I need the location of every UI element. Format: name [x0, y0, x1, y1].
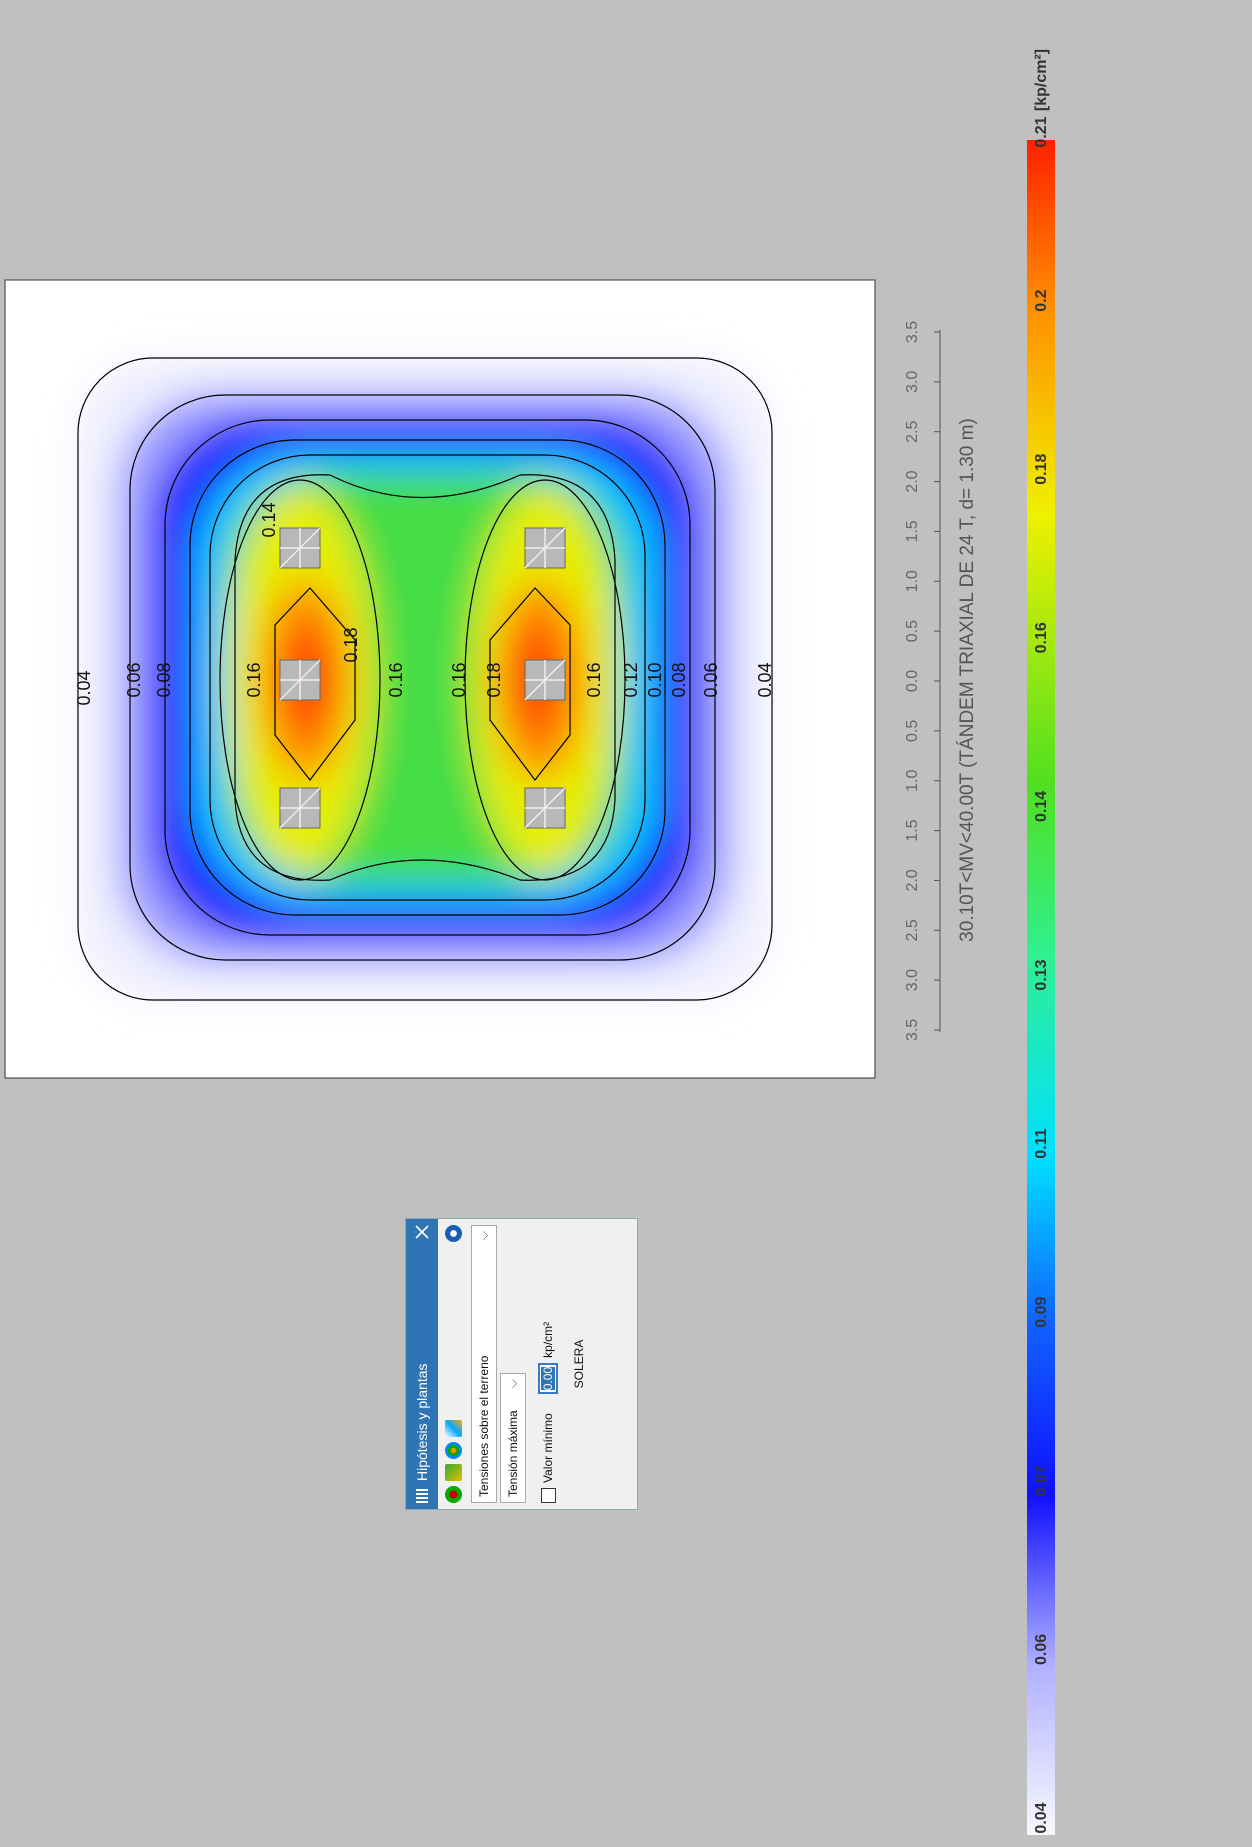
column-grid — [524, 659, 566, 701]
colorbar-label: 0.18 — [1033, 454, 1050, 485]
colorbar-label: 0.2 — [1033, 289, 1050, 311]
contour — [77, 357, 773, 1001]
scale-tick-label: 3.5 — [904, 1019, 921, 1041]
columns — [279, 527, 566, 829]
close-button[interactable] — [415, 1225, 429, 1239]
contour-label: 0.16 — [386, 662, 406, 697]
app-icon — [416, 1489, 428, 1503]
contour — [464, 479, 626, 881]
scale-tick-label: 1.5 — [904, 819, 921, 841]
scale-tick-label: 2.5 — [904, 919, 921, 941]
result-select[interactable]: Tensiones sobre el terreno ⌵ — [471, 1225, 497, 1503]
scale-tick-label: 3.0 — [904, 969, 921, 991]
scale-tick-label: 2.0 — [904, 869, 921, 891]
scale-tick-label: 1.5 — [904, 520, 921, 542]
scale-tick-label: 2.0 — [904, 470, 921, 492]
colorbar-label: 0.04 — [1033, 1802, 1050, 1833]
dialog-titlebar: Hipótesis y plantas — [406, 1219, 438, 1509]
scale-tick-label: 3.0 — [904, 371, 921, 393]
scale-tick-label: 3.5 — [904, 321, 921, 343]
colorbar-label: 0.07 — [1033, 1465, 1050, 1496]
scale-tick-label: 2.5 — [904, 420, 921, 442]
contour-label: 0.18 — [341, 627, 361, 662]
contour-label: 0.16 — [244, 662, 264, 697]
contour-lines — [77, 357, 773, 1001]
min-value-label: Valor mínimo — [541, 1413, 555, 1483]
contour-label: 0.08 — [154, 662, 174, 697]
scale-tick-label: 0.5 — [904, 620, 921, 642]
colorbar-label: 0.06 — [1033, 1634, 1050, 1665]
contour-label: 0.18 — [484, 662, 504, 697]
contour-label: 0.12 — [621, 662, 641, 697]
contour-label: 0.04 — [74, 670, 94, 705]
contour — [489, 587, 571, 781]
contour — [274, 587, 356, 781]
colorbar — [1027, 140, 1055, 1835]
scale-tick-label: 1.0 — [904, 769, 921, 791]
colorbar-label: 0.21 — [1033, 116, 1050, 147]
measure-select-value: Tensión máxima — [506, 1410, 520, 1497]
tool-icon[interactable] — [444, 1442, 462, 1459]
help-button[interactable] — [444, 1225, 462, 1242]
contour — [164, 419, 691, 936]
tool-icon[interactable] — [444, 1486, 462, 1503]
column-grid — [279, 787, 321, 829]
measure-select[interactable]: Tensión máxima ⌵ — [500, 1373, 526, 1503]
scale-tick-label: 1.0 — [904, 570, 921, 592]
colorbar-label: 0.13 — [1033, 959, 1050, 990]
contour-label: 0.10 — [645, 662, 665, 697]
min-value-checkbox[interactable] — [540, 1488, 556, 1503]
colorbar-label: 0.11 — [1033, 1128, 1050, 1158]
colorbar-labels: 0.04 0.06 0.07 0.09 0.11 0.13 0.14 0.16 0.18 0.2 0… — [1033, 116, 1050, 1833]
scale: 3.5 3.0 2.5 2.0 1.5 1.0 0.5 0.0 0.5 1.0 1.5 2.0 2.5 3… — [904, 321, 940, 1041]
min-value-unit: kp/cm² — [541, 1321, 555, 1358]
colorbar-unit: [kp/cm²] — [1033, 49, 1050, 111]
colorbar-label: 0.16 — [1033, 622, 1050, 653]
column-grid — [279, 659, 321, 701]
scale-tick-label: 0.0 — [904, 670, 921, 692]
colorbar-label: 0.09 — [1033, 1297, 1050, 1328]
column-grid — [279, 527, 321, 569]
contour — [234, 474, 616, 881]
contour-label: 0.04 — [755, 662, 775, 697]
contour-labels: 0.04 0.06 0.08 0.14 0.16 0.18 0.16 0.16 0.18 0.16… — [74, 502, 775, 705]
column-grid — [524, 527, 566, 569]
scale-tick-label: 0.5 — [904, 720, 921, 742]
contour — [209, 454, 646, 901]
toolbar — [438, 1219, 468, 1509]
contour-label: 0.16 — [584, 662, 604, 697]
column-grid — [524, 787, 566, 829]
tool-icon[interactable] — [444, 1464, 462, 1481]
element-name: SOLERA — [572, 1339, 586, 1389]
chevron: ⌵ — [505, 1379, 520, 1389]
contour-label: 0.08 — [669, 662, 689, 697]
contour-label: 0.06 — [701, 662, 721, 697]
min-value-input[interactable]: 0.00 — [538, 1362, 558, 1395]
contour-label: 0.16 — [449, 662, 469, 697]
contour — [129, 394, 716, 961]
contour-label: 0.06 — [124, 662, 144, 697]
chevron: ⌵ — [476, 1231, 491, 1241]
min-value-row: Valor mínimo 0.00 kp/cm² — [538, 1225, 558, 1503]
contour — [219, 479, 381, 881]
min-value-text: 0.00 — [541, 1366, 555, 1391]
dialog-title: Hipótesis y plantas — [414, 1363, 430, 1481]
dialog: Hipótesis y plantas Tensiones sobre el t… — [405, 1218, 638, 1510]
result-select-value: Tensiones sobre el terreno — [477, 1355, 491, 1497]
tool-icon[interactable] — [444, 1420, 462, 1437]
contour-label: 0.14 — [259, 502, 279, 537]
contour — [189, 439, 666, 916]
scale-caption: 30.10T<MV<40.00T (TÁNDEM TRIAXIAL DE 24 … — [957, 418, 978, 942]
colorbar-label: 0.14 — [1033, 791, 1050, 822]
